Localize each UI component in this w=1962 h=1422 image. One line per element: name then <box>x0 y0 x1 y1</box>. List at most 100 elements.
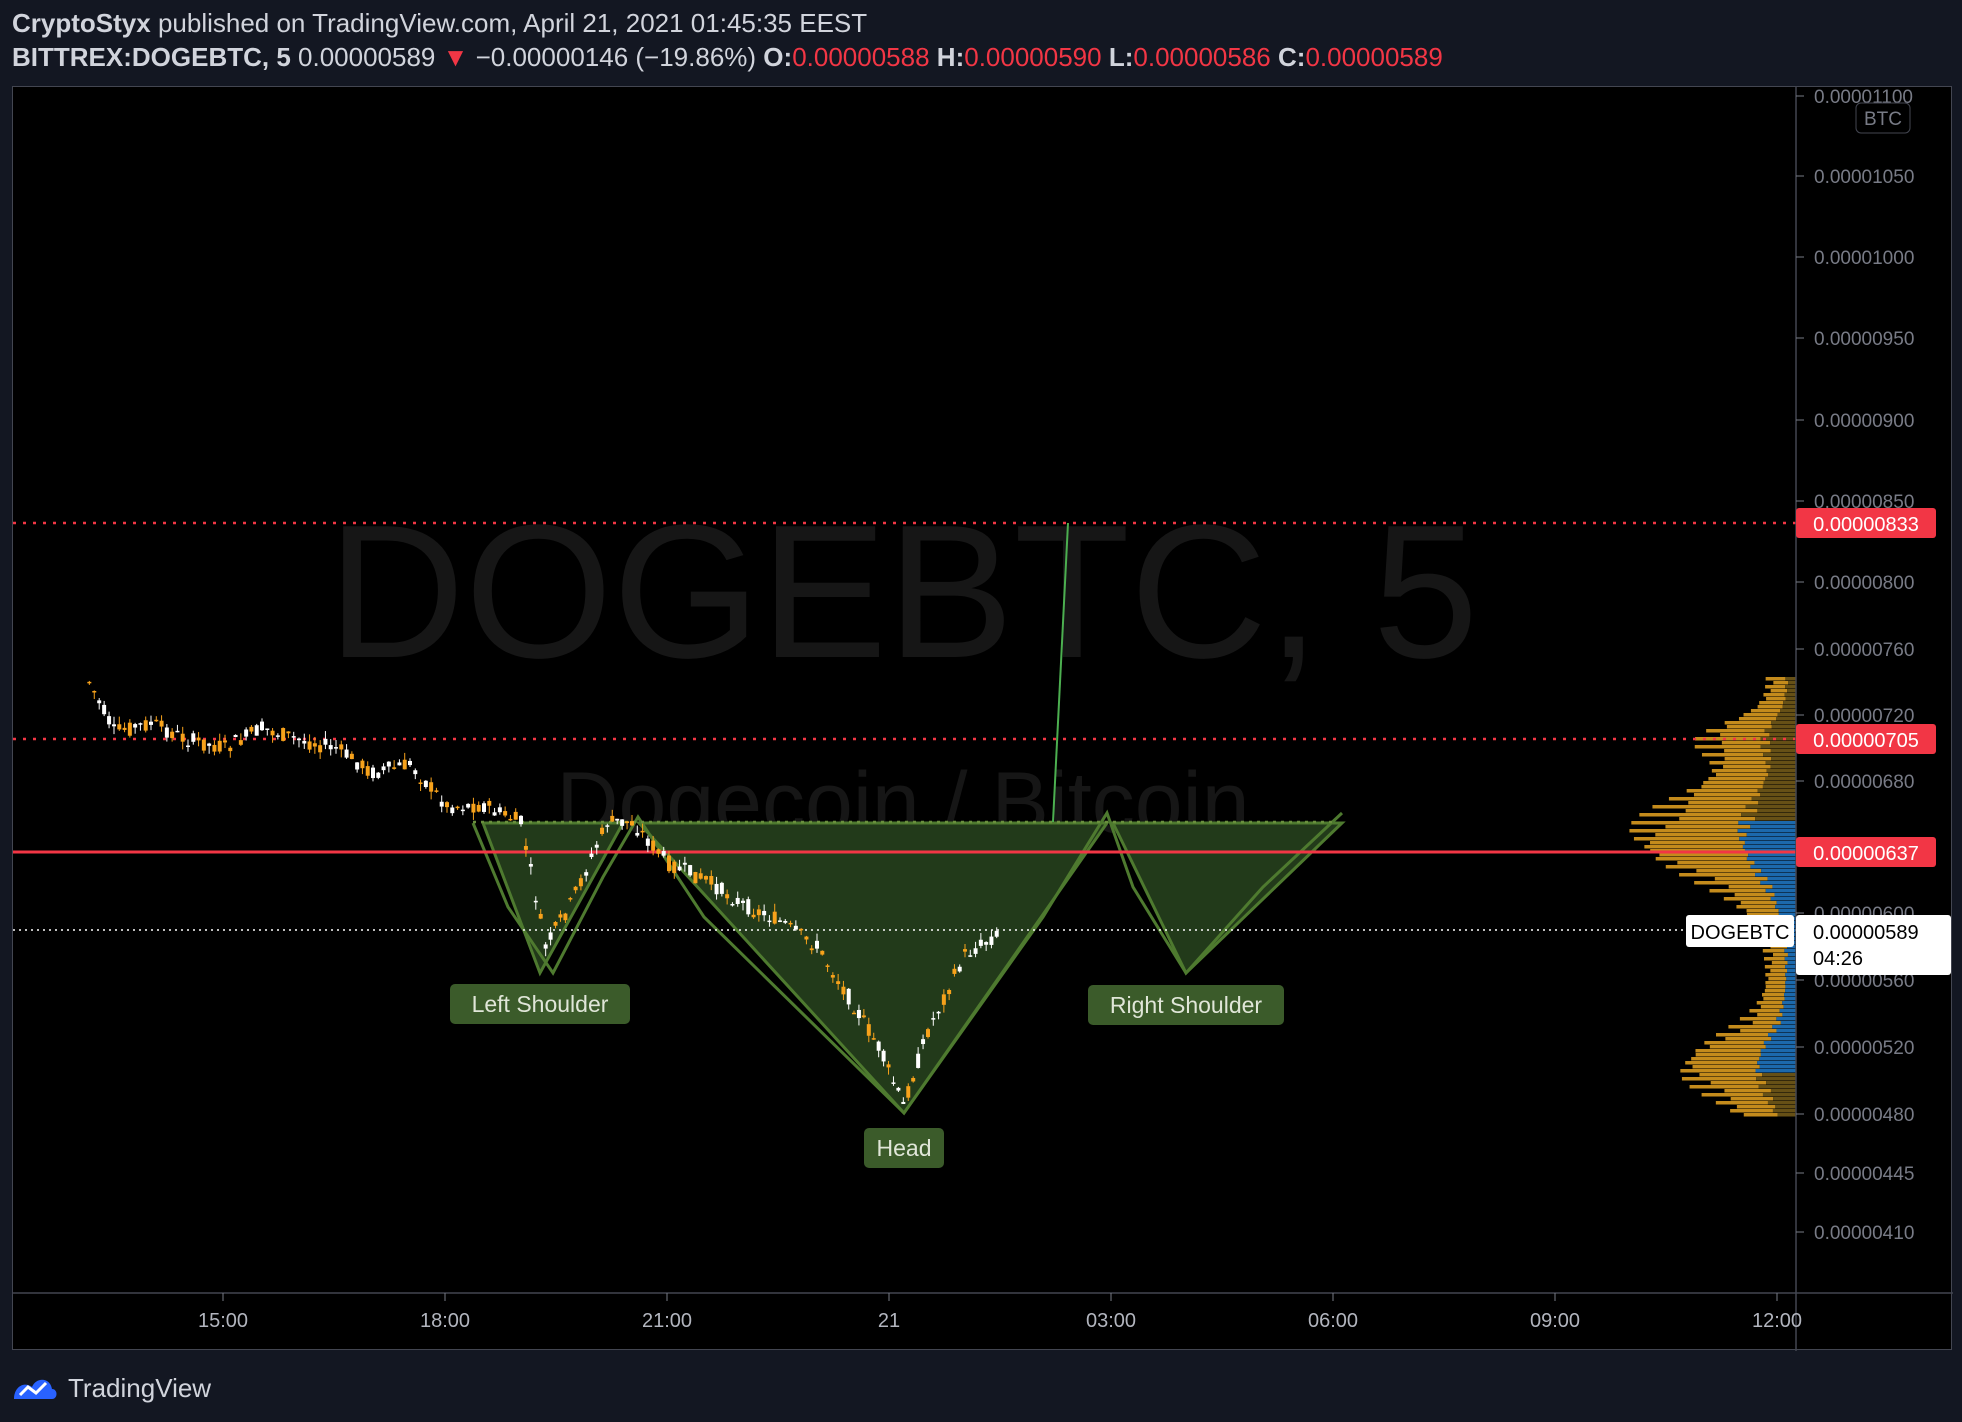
candle-body <box>830 975 835 978</box>
volume-profile-bar <box>1710 1081 1767 1085</box>
time-tick-label: 06:00 <box>1308 1310 1358 1332</box>
volume-profile-bar <box>1724 757 1772 761</box>
pattern-outline[interactable] <box>471 809 1344 1116</box>
volume-profile-value-area <box>1785 973 1796 977</box>
volume-profile-bar <box>1716 1033 1769 1037</box>
volume-profile-bar <box>1740 901 1777 905</box>
candle-body <box>281 728 286 741</box>
volume-profile-value-area <box>1763 753 1796 757</box>
volume-profile-value-area <box>1777 713 1796 717</box>
author-name[interactable]: CryptoStyx <box>12 8 151 38</box>
volume-profile-value-area <box>1764 729 1796 733</box>
volume-profile-value-area <box>1782 1001 1796 1005</box>
volume-profile-bar <box>1746 913 1779 917</box>
candle-body <box>355 762 360 770</box>
price-tick-label: 0.00000720 <box>1814 706 1914 727</box>
volume-profile-value-area <box>1746 857 1796 861</box>
volume-profile-value-area <box>1775 1105 1796 1109</box>
candle-body <box>936 1011 941 1014</box>
volume-profile-bar <box>1689 1085 1759 1089</box>
candle-body <box>122 727 127 730</box>
tradingview-logo-icon[interactable] <box>12 1373 58 1403</box>
candle-body <box>154 719 159 722</box>
volume-profile-bar <box>1757 1013 1783 1017</box>
volume-profile-value-area <box>1785 985 1796 989</box>
candle-body <box>921 1039 926 1045</box>
price-tick-label: 0.00000410 <box>1814 1223 1914 1244</box>
candle-body <box>460 809 465 812</box>
candle-body <box>866 1024 871 1036</box>
price-chart[interactable]: DOGEBTC, 5 Dogecoin / Bitcoin 0.00001100… <box>13 87 1953 1351</box>
candle-body <box>688 865 693 876</box>
volume-profile-bar <box>1652 805 1746 809</box>
candle-body <box>709 876 714 885</box>
volume-profile-value-area <box>1778 913 1796 917</box>
currency-badge[interactable] <box>1855 102 1911 134</box>
volume-profile-bar <box>1694 745 1761 749</box>
candle-body <box>117 724 122 730</box>
volume-profile-bar <box>1723 897 1771 901</box>
volume-profile-value-area <box>1785 981 1796 985</box>
volume-profile-bar <box>1681 1077 1757 1081</box>
candle-body <box>751 914 756 918</box>
head-shoulders-pattern[interactable] <box>471 522 1346 1116</box>
candle-body <box>349 753 354 760</box>
candle-body <box>672 861 677 874</box>
volume-profile-bar <box>1704 1041 1764 1045</box>
volume-profile-value-area <box>1786 977 1796 981</box>
candle-body <box>482 803 486 812</box>
volume-profile-bar <box>1746 909 1779 913</box>
target-projection-line[interactable] <box>1052 522 1069 823</box>
pattern-label-text: Left Shoulder <box>472 991 609 1017</box>
candle-body <box>376 772 381 778</box>
candle-body <box>911 1077 916 1082</box>
candle-body <box>254 725 259 736</box>
candle-body <box>635 832 640 836</box>
candle-body <box>107 716 112 725</box>
tradingview-brand[interactable]: TradingView <box>68 1372 212 1403</box>
price-levels[interactable] <box>13 521 1796 931</box>
volume-profile-bar <box>1668 797 1752 801</box>
volume-profile-value-area <box>1765 761 1796 765</box>
candle-body <box>804 936 809 940</box>
price-tick-label: 0.00000560 <box>1814 971 1914 992</box>
price-axis[interactable]: 0.00001100 0.00001050 0.00001000 0.00000950… <box>1796 87 1914 1244</box>
open-value: 0.00000588 <box>792 42 930 72</box>
candle-body <box>196 737 201 741</box>
candle-body <box>693 871 698 884</box>
volume-profile-bar <box>1736 905 1776 909</box>
volume-profile-bar <box>1765 973 1786 977</box>
volume-profile-bar <box>1701 1093 1763 1097</box>
pattern-triangle[interactable] <box>635 821 1110 1116</box>
candle-body <box>286 731 291 734</box>
pattern-label-box <box>864 1128 944 1168</box>
candle-body <box>656 849 661 854</box>
volume-profile-bar <box>1631 821 1739 825</box>
volume-profile-value-area <box>1769 733 1796 737</box>
symbol-tag-label: DOGEBTC <box>1691 922 1790 944</box>
volume-profile-value-area <box>1751 797 1796 801</box>
volume-profile-bar <box>1706 729 1765 733</box>
volume-profile-bar <box>1715 773 1768 777</box>
low-label: L: <box>1108 42 1134 72</box>
volume-profile-value-area <box>1783 701 1796 705</box>
countdown-label: 04:26 <box>1813 948 1863 970</box>
volume-profile-value-area <box>1771 757 1796 761</box>
price-tick-label: 0.00000445 <box>1814 1164 1914 1185</box>
candle-body <box>244 729 249 737</box>
chart-frame[interactable]: DOGEBTC, 5 Dogecoin / Bitcoin 0.00001100… <box>12 86 1953 1351</box>
volume-profile-value-area <box>1771 725 1796 729</box>
volume-profile-value-area <box>1760 1049 1796 1053</box>
close-value: 0.00000589 <box>1305 42 1443 72</box>
candle-body <box>756 909 761 916</box>
volume-profile-bar <box>1680 1069 1756 1073</box>
volume-profile-value-area <box>1774 893 1796 897</box>
high-label: H: <box>936 42 965 72</box>
price-tick-label: 0.00000680 <box>1814 772 1914 793</box>
symbol-label[interactable]: BITTREX:DOGEBTC, 5 <box>12 42 291 72</box>
volume-profile-value-area <box>1785 685 1796 689</box>
time-axis[interactable]: 15:00 18:00 21:00 21 03:00 06:00 09:00 12:00 <box>198 1293 1802 1332</box>
candle-body <box>558 914 563 918</box>
candle-body <box>476 804 481 812</box>
candle-body <box>741 900 745 903</box>
